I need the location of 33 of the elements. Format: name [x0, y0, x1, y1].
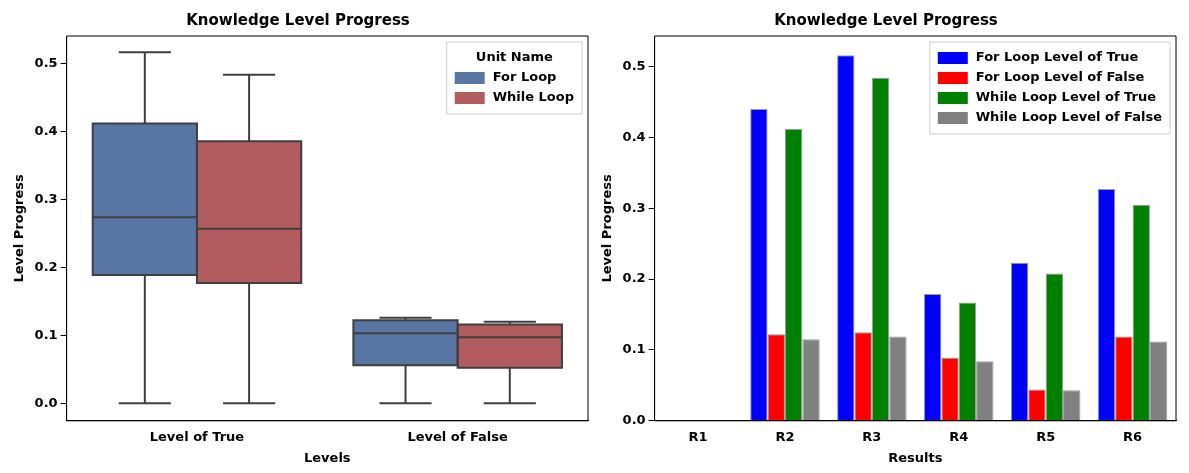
x-tick-label: R1: [688, 428, 708, 444]
x-tick-label: Level of True: [149, 428, 245, 444]
y-tick-label: 0.3: [622, 199, 646, 215]
x-tick-label: R2: [775, 428, 795, 444]
y-axis-title: Level Progress: [599, 174, 615, 283]
legend-label: While Loop: [492, 89, 575, 105]
y-axis-title: Level Progress: [11, 174, 27, 283]
legend-label: For Loop Level of True: [975, 49, 1139, 65]
x-tick-label: R6: [1123, 428, 1143, 444]
y-tick-label: 0.4: [34, 123, 58, 139]
legend-label: While Loop Level of True: [975, 89, 1157, 105]
y-tick-label: 0.2: [622, 270, 646, 286]
y-tick-label: 0.0: [34, 394, 58, 410]
y-tick-label: 0.5: [622, 57, 646, 73]
x-tick-label: Level of False: [407, 428, 509, 444]
y-tick-label: 0.4: [622, 128, 646, 144]
y-tick-label: 0.2: [34, 258, 58, 274]
legend-label: While Loop Level of False: [975, 109, 1163, 125]
x-axis-title: Results: [888, 449, 943, 465]
x-tick-label: R4: [949, 428, 969, 444]
y-tick-label: 0.5: [34, 55, 58, 71]
x-tick-label: R5: [1036, 428, 1056, 444]
x-tick-label: R3: [862, 428, 882, 444]
legend-label: For Loop Level of False: [975, 69, 1145, 85]
legend-title: Unit Name: [475, 49, 554, 65]
chart-title: Knowledge Level Progress: [186, 10, 410, 29]
y-tick-label: 0.3: [34, 190, 58, 206]
chart-title: Knowledge Level Progress: [774, 10, 998, 29]
legend-label: For Loop: [492, 69, 557, 85]
y-tick-label: 0.1: [622, 341, 646, 357]
y-tick-label: 0.0: [622, 412, 646, 428]
x-axis-title: Levels: [304, 449, 351, 465]
y-tick-label: 0.1: [34, 326, 58, 342]
